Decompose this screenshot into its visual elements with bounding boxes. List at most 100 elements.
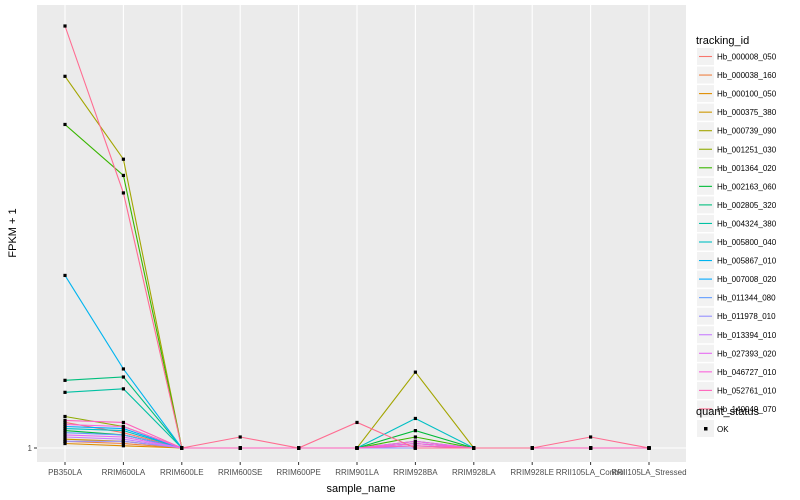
x-tick-label: RRII105LA_Stressed [611,468,686,477]
data-point [63,429,67,433]
data-point [121,424,125,429]
x-tick-label: RRIM901LA [335,468,379,477]
data-point [63,439,67,443]
data-point [121,420,125,425]
legend-label: Hb_052761_010 [717,386,777,395]
data-point [63,424,67,429]
data-point [63,414,67,419]
data-point [121,435,125,439]
x-axis-title: sample_name [326,483,395,495]
grid-lines [37,5,686,462]
legend-label: Hb_000038_160 [717,71,777,80]
data-point [413,444,417,448]
data-point [472,446,476,450]
data-point [63,378,67,382]
data-point [413,429,417,433]
x-tick-label: RRIM928LA [452,468,496,477]
legend-label: Hb_000008_050 [717,53,777,62]
data-point [589,435,593,439]
data-point [63,426,67,431]
legend-label: Hb_002805_320 [717,201,777,210]
data-point [121,431,125,435]
x-tick-label: RRIM600LE [160,468,204,477]
legend: tracking_id Hb_000008_050Hb_000038_160Hb… [696,35,777,437]
x-tick-label: RRIM928LE [510,468,554,477]
data-point [413,416,417,421]
data-point [297,446,301,450]
data-point [180,446,184,450]
x-tick-label: PB350LA [48,468,82,477]
legend-title: tracking_id [696,35,749,47]
data-point [63,122,67,127]
data-point [413,370,417,374]
point-legend-title: quant_status [696,406,759,418]
x-tick-label: RRIM928BA [393,468,438,477]
data-point [121,157,125,161]
legend-label: Hb_027393_020 [717,349,777,358]
point-legend-label: OK [717,425,729,434]
y-axis-title: FPKM + 1 [7,208,19,257]
data-point [63,420,67,425]
x-tick-label: RRII105LA_Control [556,468,626,477]
data-point [63,418,67,423]
x-tick-label: RRIM600PE [276,468,320,477]
data-point [63,422,67,427]
data-point [63,390,67,394]
data-point [121,441,125,446]
data-point [63,74,67,78]
x-tick-label: RRIM600LA [102,468,146,477]
legend-label: Hb_046727_010 [717,368,777,377]
data-point [355,420,359,425]
legend-label: Hb_000100_050 [717,90,777,99]
data-point [238,435,242,439]
legend-label: Hb_004324_380 [717,219,777,228]
legend-label: Hb_011344_080 [717,294,776,303]
legend-items: Hb_000008_050 Hb_000038_160 Hb_000100_050 H… [697,48,777,418]
legend-label: Hb_000739_090 [717,127,777,136]
legend-label: Hb_000375_380 [717,108,777,117]
legend-label: Hb_001364_020 [717,164,777,173]
data-point [238,446,242,450]
data-point [121,429,125,433]
data-point [63,431,67,435]
legend-label: Hb_140049_070 [717,405,777,414]
data-point [413,446,417,450]
data-point [413,439,417,443]
data-point [63,437,67,441]
data-point [121,375,125,379]
data-point [63,273,67,278]
data-point [589,446,593,450]
point-legend-marker [704,427,708,431]
x-tick-label: RRIM600SE [218,468,262,477]
data-point [121,444,125,448]
data-point [121,437,125,441]
plot-panel [37,5,686,462]
data-points [63,24,651,450]
legend-label: Hb_011978_010 [717,312,776,321]
data-point [121,426,125,431]
legend-label: Hb_007008_020 [717,275,777,284]
legend-label: Hb_005867_010 [717,257,777,266]
data-point [63,24,67,28]
data-point [121,387,125,391]
data-point [63,433,67,437]
axes: 1 PB350LA RRIM600LA RRIM600LE RRIM600SE RRIM6… [28,444,687,477]
data-point [121,191,125,195]
legend-label: Hb_001251_030 [717,145,777,154]
legend-label: Hb_013394_010 [717,331,777,340]
y-tick-label: 1 [28,444,33,453]
legend-label: Hb_002163_060 [717,182,777,191]
data-point [121,433,125,437]
data-point [647,446,651,450]
data-point [413,441,417,446]
legend-label: Hb_005800_040 [717,238,777,247]
data-point [121,439,125,443]
data-point [63,435,67,439]
data-point [530,446,534,450]
data-point [121,173,125,178]
data-point [355,446,359,450]
data-point [121,367,125,371]
data-point [413,435,417,439]
data-point [63,441,67,446]
